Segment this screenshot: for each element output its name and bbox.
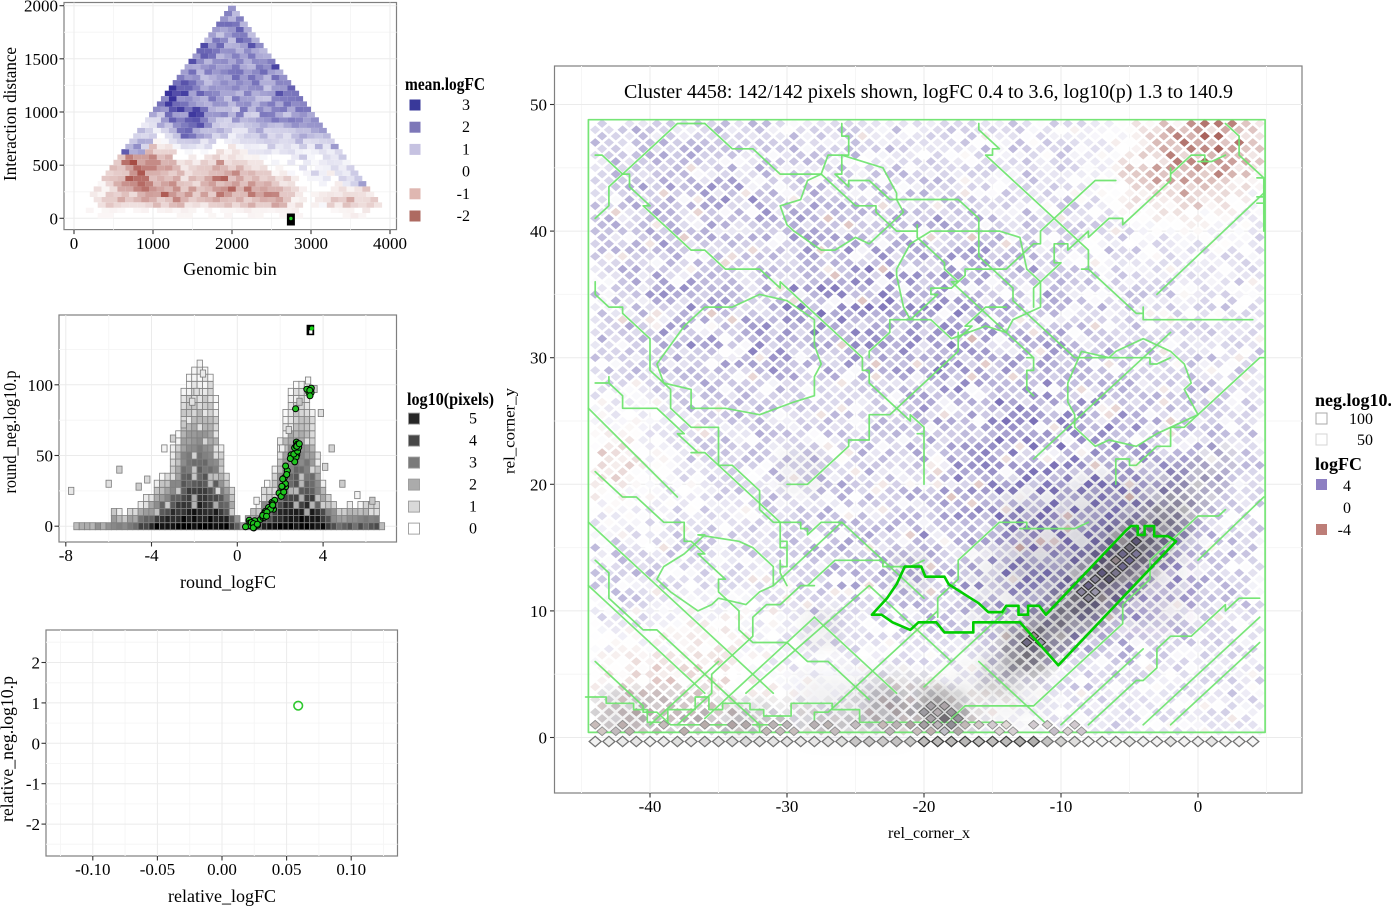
svg-text:0: 0 [233, 546, 242, 565]
svg-text:3: 3 [462, 97, 470, 114]
svg-text:logFC: logFC [1315, 454, 1362, 474]
svg-text:1000: 1000 [24, 103, 58, 122]
svg-text:4: 4 [469, 433, 477, 450]
svg-text:Genomic bin: Genomic bin [183, 259, 276, 279]
svg-text:500: 500 [33, 156, 59, 175]
svg-text:0: 0 [1343, 500, 1351, 517]
svg-text:mean.logFC: mean.logFC [405, 74, 485, 94]
svg-text:0: 0 [1194, 797, 1203, 816]
svg-text:0: 0 [539, 729, 548, 748]
svg-text:neg.log10.p: neg.log10.p [1315, 390, 1391, 410]
svg-text:0.00: 0.00 [207, 860, 237, 879]
svg-text:2: 2 [462, 119, 470, 136]
svg-text:0: 0 [469, 521, 477, 538]
svg-text:round_logFC: round_logFC [180, 572, 276, 592]
svg-text:-0.10: -0.10 [75, 860, 110, 879]
svg-text:-20: -20 [913, 797, 936, 816]
svg-text:rel_corner_y: rel_corner_y [502, 388, 519, 474]
svg-text:-10: -10 [1050, 797, 1073, 816]
svg-text:relative_logFC: relative_logFC [168, 886, 276, 906]
svg-text:1500: 1500 [24, 50, 58, 69]
svg-text:2: 2 [32, 654, 41, 673]
svg-text:log10(pixels): log10(pixels) [407, 389, 494, 410]
svg-text:20: 20 [530, 475, 547, 494]
svg-text:50: 50 [530, 96, 547, 115]
svg-text:100: 100 [1349, 411, 1373, 428]
svg-text:-30: -30 [776, 797, 799, 816]
svg-text:3: 3 [469, 455, 477, 472]
svg-text:-40: -40 [639, 797, 662, 816]
svg-text:0: 0 [70, 234, 79, 253]
svg-text:10: 10 [530, 602, 547, 621]
svg-text:0: 0 [462, 164, 470, 181]
svg-text:100: 100 [28, 376, 54, 395]
svg-text:5: 5 [469, 411, 477, 428]
svg-text:4000: 4000 [373, 234, 407, 253]
svg-text:50: 50 [36, 447, 53, 466]
svg-text:1: 1 [462, 141, 470, 158]
svg-text:2: 2 [469, 477, 477, 494]
svg-text:rel_corner_x: rel_corner_x [888, 825, 970, 842]
svg-text:-1: -1 [26, 775, 40, 794]
svg-text:-4: -4 [144, 546, 159, 565]
svg-text:0.10: 0.10 [336, 860, 366, 879]
svg-text:-1: -1 [457, 186, 470, 203]
svg-text:-2: -2 [26, 815, 40, 834]
svg-text:1: 1 [469, 499, 477, 516]
svg-text:-8: -8 [59, 546, 73, 565]
svg-text:4: 4 [319, 546, 328, 565]
svg-text:2000: 2000 [24, 0, 58, 16]
svg-text:0: 0 [32, 734, 41, 753]
svg-text:40: 40 [530, 222, 547, 241]
svg-text:0: 0 [50, 209, 59, 228]
svg-text:1: 1 [32, 694, 41, 713]
svg-text:-2: -2 [457, 208, 470, 225]
svg-text:1000: 1000 [136, 234, 170, 253]
svg-text:Interaction distance: Interaction distance [0, 47, 20, 181]
svg-text:0.05: 0.05 [272, 860, 302, 879]
svg-text:4: 4 [1343, 478, 1351, 495]
svg-text:-0.05: -0.05 [140, 860, 175, 879]
svg-text:50: 50 [1357, 432, 1373, 449]
svg-text:relative_neg.log10.p: relative_neg.log10.p [0, 676, 17, 822]
svg-text:-4: -4 [1338, 522, 1351, 539]
svg-text:round_neg.log10.p: round_neg.log10.p [0, 371, 20, 494]
svg-text:30: 30 [530, 349, 547, 368]
svg-text:2000: 2000 [215, 234, 249, 253]
svg-text:3000: 3000 [294, 234, 328, 253]
svg-text:Cluster 4458: 142/142 pixels s: Cluster 4458: 142/142 pixels shown, logF… [624, 81, 1233, 103]
svg-text:0: 0 [45, 517, 54, 536]
